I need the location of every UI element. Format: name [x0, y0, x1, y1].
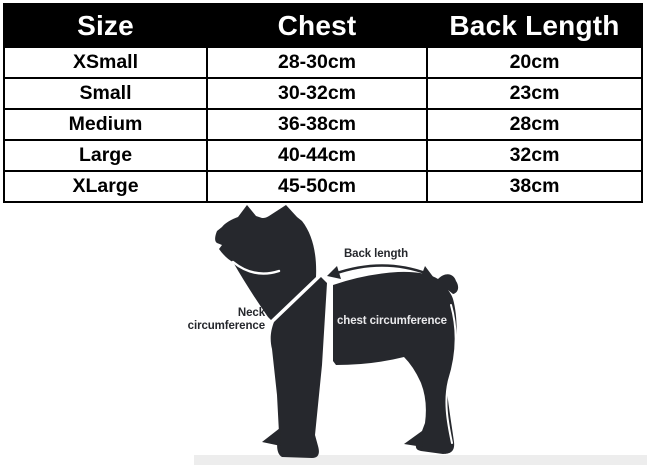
- dog-far-front-paw-icon: [262, 428, 281, 446]
- cell-chest: 36-38cm: [206, 108, 428, 141]
- french-bulldog-silhouette: [215, 205, 459, 458]
- cell-size: Medium: [3, 108, 208, 141]
- cell-back-length: 20cm: [426, 46, 643, 79]
- dog-mouth-line: [231, 260, 281, 275]
- cell-back-length: 32cm: [426, 139, 643, 172]
- neck-label-line2: circumference: [187, 319, 265, 332]
- dog-body-icon: [333, 271, 459, 454]
- chest-circumference-label: chest circumference: [337, 315, 447, 327]
- cell-back-length: 28cm: [426, 108, 643, 141]
- cell-size: XLarge: [3, 170, 208, 203]
- floor-shadow-strip: [194, 455, 647, 465]
- cell-chest: 28-30cm: [206, 46, 428, 79]
- table-row: XSmall 28-30cm 20cm: [3, 46, 643, 79]
- neck-label-line1: Neck: [237, 307, 265, 319]
- dog-hind-leg-contour-line: [445, 304, 457, 444]
- cell-back-length: 23cm: [426, 77, 643, 110]
- header-back-length: Back Length: [426, 3, 643, 48]
- back-length-arrow-icon: [327, 264, 434, 279]
- table-row: XLarge 45-50cm 38cm: [3, 170, 643, 203]
- dog-far-hind-paw-icon: [404, 431, 423, 447]
- cell-size: XSmall: [3, 46, 208, 79]
- header-chest: Chest: [206, 3, 428, 48]
- cell-chest: 40-44cm: [206, 139, 428, 172]
- dog-head-icon: [215, 205, 317, 320]
- dog-front-section-icon: [270, 277, 327, 458]
- table-row: Medium 36-38cm 28cm: [3, 108, 643, 141]
- back-length-label: Back length: [343, 248, 409, 260]
- cell-back-length: 38cm: [426, 170, 643, 203]
- cell-size: Large: [3, 139, 208, 172]
- cell-chest: 30-32cm: [206, 77, 428, 110]
- table-header-row: Size Chest Back Length: [3, 3, 643, 48]
- cell-chest: 45-50cm: [206, 170, 428, 203]
- header-size: Size: [3, 3, 208, 48]
- table-row: Large 40-44cm 32cm: [3, 139, 643, 172]
- table-row: Small 30-32cm 23cm: [3, 77, 643, 110]
- cell-size: Small: [3, 77, 208, 110]
- neck-circumference-label: Neck circumference: [140, 307, 265, 332]
- size-table: Size Chest Back Length XSmall 28-30cm 20…: [3, 3, 643, 203]
